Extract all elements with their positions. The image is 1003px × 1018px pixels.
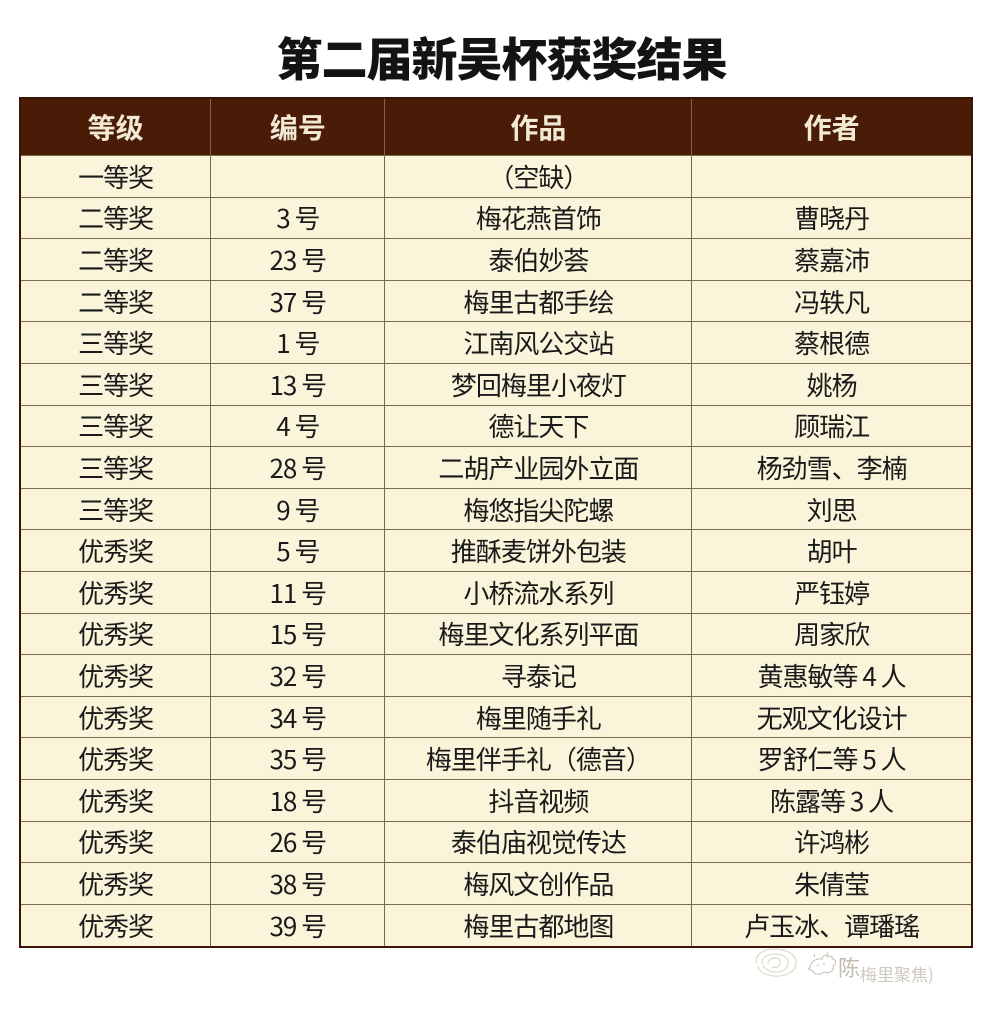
svg-text:陈: 陈 bbox=[838, 951, 860, 983]
svg-text:梅里聚焦): 梅里聚焦) bbox=[860, 961, 934, 986]
